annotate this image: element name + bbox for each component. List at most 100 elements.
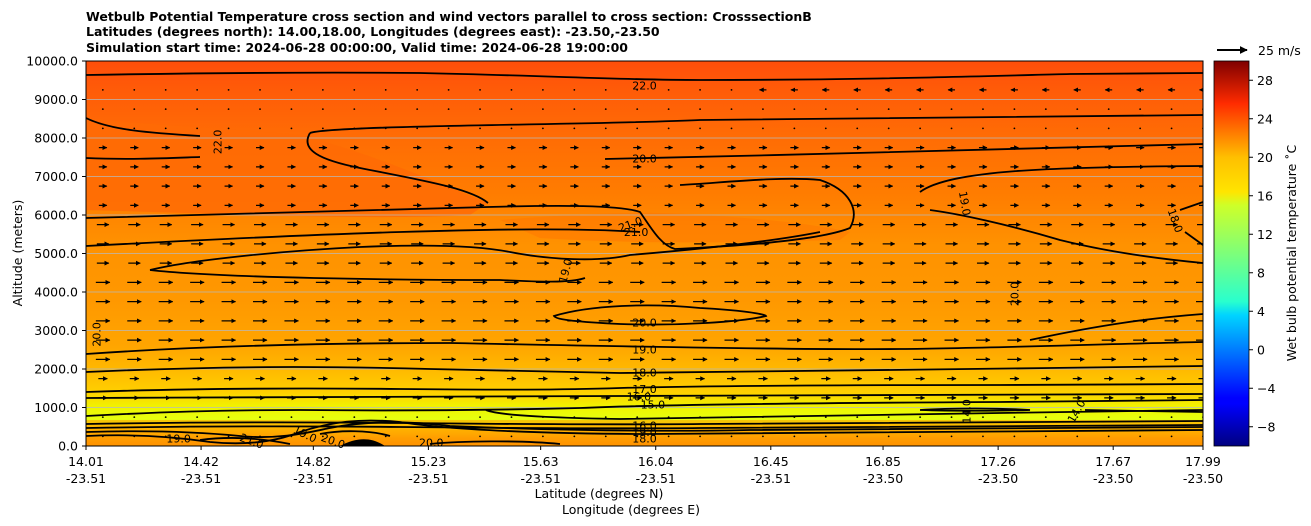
- wind-vector: [196, 416, 199, 419]
- x-tick-label-lat: 16.85: [865, 454, 901, 469]
- contour-label: 18.0: [632, 433, 657, 446]
- wind-vector: [321, 416, 324, 419]
- wind-vector: [196, 108, 199, 111]
- y-tick-label: 10000.0: [26, 54, 78, 69]
- wind-vector: [384, 127, 387, 130]
- y-tick-label: 2000.0: [34, 362, 78, 377]
- x-tick-label-lat: 17.26: [980, 454, 1016, 469]
- wind-vector: [699, 127, 701, 130]
- wind-vector: [353, 435, 356, 438]
- wind-vector: [982, 435, 984, 438]
- contour-label: 17.0: [632, 383, 657, 396]
- wind-vector: [856, 435, 859, 438]
- wind-vector: [824, 435, 827, 438]
- colorbar-gradient: [1213, 60, 1250, 447]
- contour-label: 19.0: [956, 190, 973, 216]
- wind-vector: [950, 416, 953, 419]
- wind-vector: [133, 108, 136, 111]
- contour-20-right: [919, 165, 1203, 193]
- x-tick-label-lat: 15.23: [410, 454, 446, 469]
- wind-vector: [290, 108, 293, 111]
- wind-vector: [919, 127, 922, 130]
- wind-vector: [730, 88, 733, 91]
- wind-vector: [1107, 108, 1110, 111]
- contour-20-left: [86, 341, 1203, 355]
- wind-vector: [950, 435, 953, 438]
- colorbar-tick-label: 0: [1257, 342, 1265, 357]
- wind-vector: [604, 416, 607, 419]
- wind-vector: [259, 88, 261, 91]
- contour-label: 16.0: [632, 419, 657, 432]
- wind-vector: [101, 416, 104, 419]
- wind-vector: [479, 108, 481, 111]
- wind-vector: [101, 88, 104, 91]
- x-tick-label-lon: -23.51: [408, 471, 448, 486]
- wind-vector: [164, 127, 167, 130]
- contour-19-lower: [86, 419, 1203, 445]
- wind-vector: [321, 127, 324, 130]
- wind-key-label: 25 m/s: [1258, 43, 1301, 58]
- wind-vectors: [95, 87, 1203, 438]
- wind-vector: [542, 108, 544, 111]
- wind-vector: [982, 108, 984, 111]
- wind-vector: [1170, 127, 1173, 130]
- wind-vector: [667, 416, 670, 419]
- title-line-1: Wetbulb Potential Temperature cross sect…: [86, 9, 812, 24]
- contour-label: 20.0: [632, 153, 657, 166]
- wind-vector: [1139, 108, 1142, 111]
- wind-vector: [730, 416, 733, 419]
- wind-vector: [887, 416, 890, 419]
- contour-22-left: [86, 117, 201, 137]
- x-tick-label-lon: -23.50: [863, 471, 903, 486]
- wind-vector: [1044, 108, 1047, 111]
- wind-vector: [1076, 108, 1079, 111]
- wind-vector: [887, 435, 890, 438]
- wind-vector: [416, 127, 419, 130]
- contour-label: 18.0: [632, 366, 657, 379]
- title-line-2: Latitudes (degrees north): 14.00,18.00, …: [86, 24, 660, 39]
- wind-vector: [542, 88, 544, 91]
- wind-vector: [824, 416, 827, 419]
- y-tick-label: 7000.0: [34, 169, 78, 184]
- wind-vector: [353, 88, 356, 91]
- contour-21-bend: [306, 132, 489, 204]
- wind-vector: [824, 127, 827, 130]
- wind-vector: [416, 435, 419, 438]
- wind-vector: [604, 127, 607, 130]
- contour-label: 20.0: [632, 316, 657, 329]
- wind-vector: [259, 435, 261, 438]
- plot-area: 22.022.020.019.018.021.021.019.020.020.0…: [85, 60, 1204, 452]
- wind-vector: [1013, 435, 1016, 438]
- wind-vector: [1044, 416, 1047, 419]
- contour-21-loop: [86, 177, 855, 250]
- wind-vector: [510, 435, 513, 438]
- title-line-3: Simulation start time: 2024-06-28 00:00:…: [86, 40, 628, 55]
- wind-vector: [573, 435, 576, 438]
- wind-vector: [793, 127, 796, 130]
- wind-vector: [1013, 127, 1016, 130]
- x-tick-label-lon: -23.51: [636, 471, 676, 486]
- wind-vector: [919, 416, 922, 419]
- wind-vector: [133, 435, 136, 438]
- wind-vector: [793, 435, 796, 438]
- contour-20-island: [552, 304, 768, 326]
- wind-vector: [667, 108, 670, 111]
- wind-vector: [290, 127, 293, 130]
- wind-vector: [793, 108, 796, 111]
- x-tick-label-lon: -23.51: [293, 471, 333, 486]
- wind-vector: [636, 416, 639, 419]
- wind-vector: [510, 416, 513, 419]
- wind-vector: [762, 108, 764, 111]
- wind-vector: [384, 416, 387, 419]
- y-tick-label: 8000.0: [34, 131, 78, 146]
- wind-vector: [447, 435, 450, 438]
- contour-20-bottom-right: [429, 440, 561, 445]
- wind-vector: [667, 435, 670, 438]
- wind-vector: [447, 88, 450, 91]
- y-tick-label: 3000.0: [34, 323, 78, 338]
- contour-label: 19.0: [632, 426, 657, 439]
- wind-vector: [290, 435, 293, 438]
- wind-vector: [510, 127, 513, 130]
- wind-vector: [762, 416, 764, 419]
- wind-vector: [479, 416, 481, 419]
